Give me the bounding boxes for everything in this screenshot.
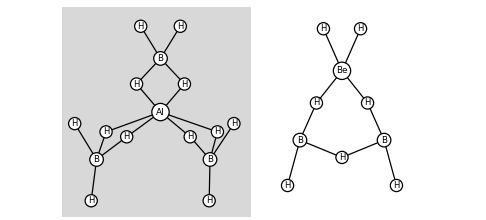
Circle shape (203, 195, 215, 207)
Text: Al: Al (156, 108, 165, 117)
Text: B: B (157, 54, 163, 63)
Circle shape (293, 133, 307, 147)
Text: H: H (357, 24, 364, 33)
Circle shape (85, 195, 97, 207)
Circle shape (184, 131, 196, 143)
FancyBboxPatch shape (62, 7, 251, 217)
Circle shape (152, 103, 169, 121)
Circle shape (121, 131, 133, 143)
Circle shape (228, 117, 240, 130)
Circle shape (69, 117, 81, 130)
Text: H: H (123, 132, 130, 141)
Text: H: H (181, 79, 188, 88)
Text: H: H (88, 196, 94, 205)
Text: B: B (297, 136, 303, 145)
Text: H: H (231, 119, 237, 128)
Text: H: H (284, 181, 291, 190)
Text: Be: Be (336, 66, 347, 75)
Circle shape (377, 133, 391, 147)
Text: H: H (320, 24, 327, 33)
Circle shape (336, 151, 348, 163)
Text: B: B (207, 155, 213, 164)
Circle shape (174, 20, 187, 32)
Circle shape (354, 23, 366, 35)
Text: H: H (206, 196, 212, 205)
Text: H: H (313, 99, 320, 108)
Circle shape (178, 78, 191, 90)
Text: B: B (381, 136, 387, 145)
Circle shape (154, 52, 167, 65)
Text: H: H (138, 22, 144, 31)
Text: H: H (339, 153, 345, 162)
Text: H: H (214, 127, 221, 136)
Circle shape (362, 97, 374, 109)
Circle shape (90, 153, 104, 166)
Text: H: H (187, 132, 193, 141)
Circle shape (333, 62, 351, 79)
Text: H: H (71, 119, 78, 128)
Text: H: H (133, 79, 140, 88)
Circle shape (390, 179, 402, 192)
Circle shape (203, 153, 217, 166)
Circle shape (100, 126, 112, 138)
Circle shape (317, 23, 330, 35)
Text: H: H (393, 181, 399, 190)
Text: H: H (177, 22, 184, 31)
Circle shape (281, 179, 294, 192)
Circle shape (211, 126, 224, 138)
Text: B: B (94, 155, 100, 164)
Circle shape (311, 97, 323, 109)
Text: H: H (364, 99, 371, 108)
Circle shape (130, 78, 143, 90)
Circle shape (135, 20, 147, 32)
Text: H: H (103, 127, 109, 136)
